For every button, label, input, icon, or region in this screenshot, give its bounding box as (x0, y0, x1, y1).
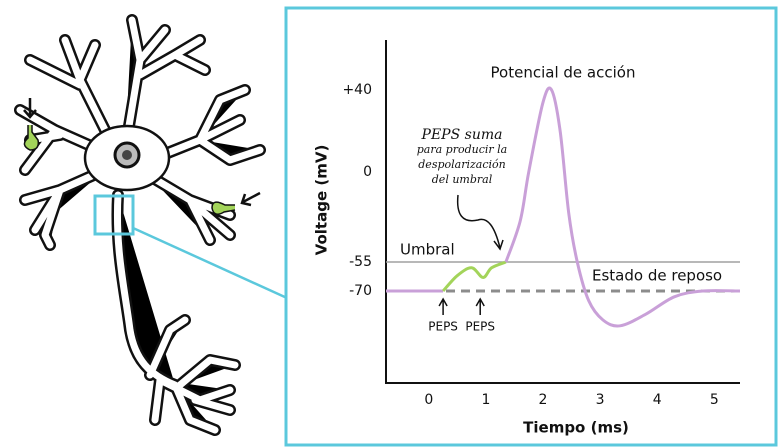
epsp-arrow (475, 297, 485, 315)
reference-label: Umbral (400, 241, 455, 259)
x-tick-label: 4 (653, 392, 662, 408)
chart-title: Potencial de acción (491, 64, 636, 82)
x-tick-label: 5 (710, 392, 719, 408)
panel (284, 6, 778, 447)
x-tick-label: 0 (424, 392, 433, 408)
x-axis-label: Tiempo (ms) (523, 419, 629, 437)
x-tick-label: 3 (596, 392, 605, 408)
y-tick-label: -70 (349, 283, 372, 299)
note-arrow (456, 194, 504, 251)
note-text: despolarización (418, 158, 505, 171)
line (441, 260, 507, 293)
x-tick-label: 1 (481, 392, 490, 408)
x-tick-label: 2 (539, 392, 548, 408)
note-text: para producir la (417, 143, 507, 156)
line (504, 86, 741, 328)
y-tick-label: -55 (349, 254, 372, 270)
note-text: PEPS suma (421, 127, 503, 143)
epsp-label: PEPS (428, 320, 458, 334)
y-tick-label: 0 (363, 164, 372, 180)
epsp-arrow (438, 297, 448, 315)
y-tick-label: +40 (342, 82, 372, 98)
neuron (20, 20, 288, 430)
y-axis-label: Voltage (mV) (313, 145, 331, 256)
reference-label: Estado de reposo (592, 267, 722, 285)
epsp-label: PEPS (465, 320, 495, 334)
note-text: del umbral (432, 173, 493, 186)
